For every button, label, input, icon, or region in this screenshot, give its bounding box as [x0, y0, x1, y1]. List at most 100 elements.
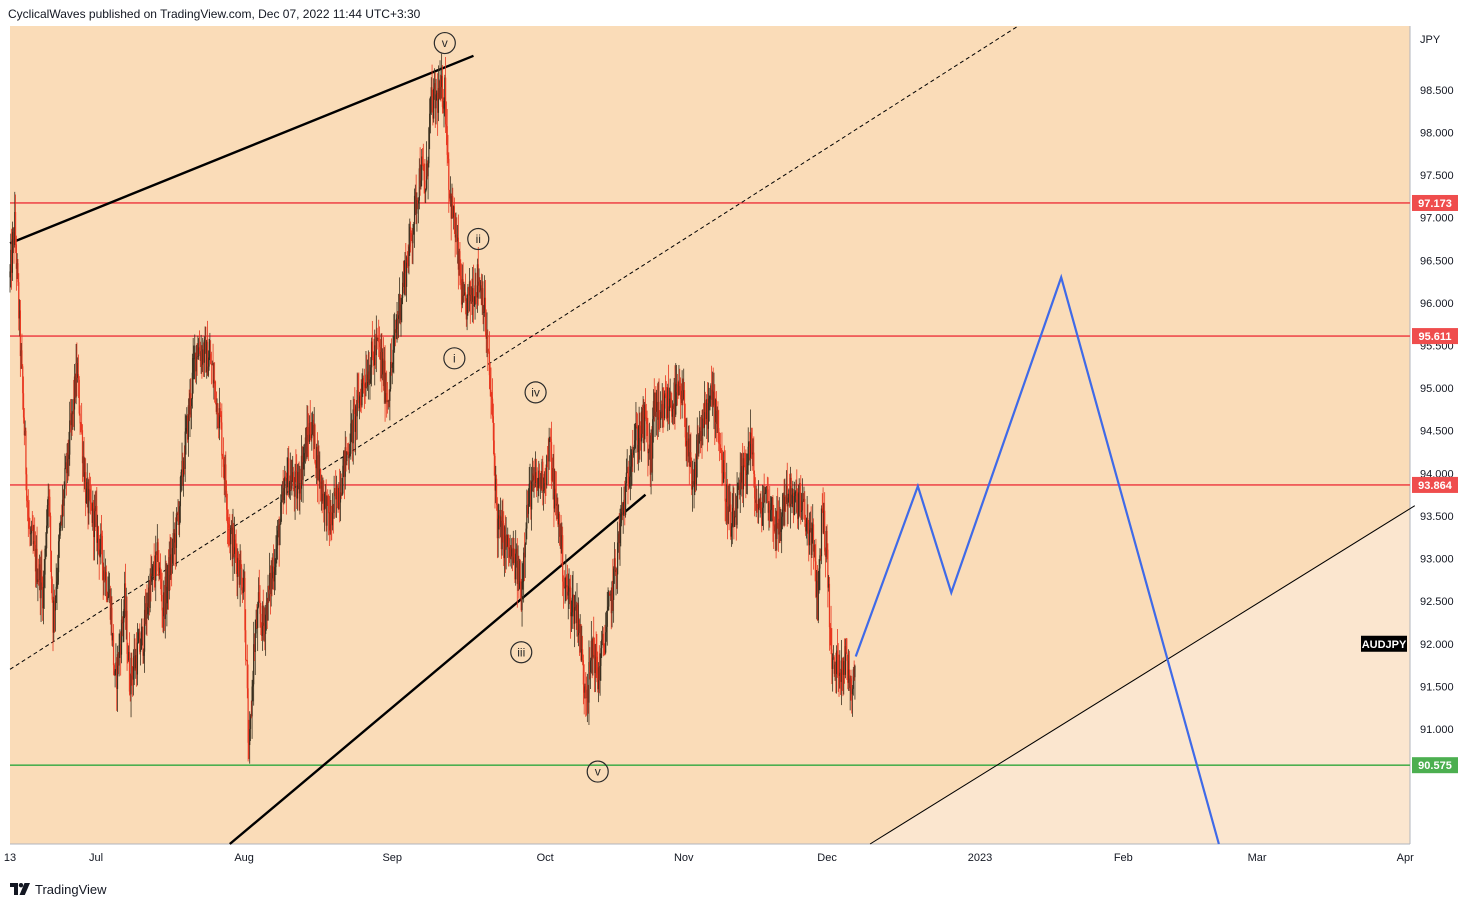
candle: [292, 455, 294, 482]
candle-body: [570, 612, 573, 617]
candle: [770, 496, 772, 522]
candle: [517, 545, 519, 591]
candle-body: [765, 488, 767, 493]
x-tick-label: Sep: [382, 852, 402, 864]
candle: [673, 377, 675, 425]
candle-body: [742, 466, 744, 490]
candle: [854, 664, 856, 700]
candle: [596, 634, 598, 683]
candle: [340, 473, 342, 500]
candle: [456, 224, 459, 264]
candle: [405, 255, 408, 302]
price-chart[interactable]: v ii i iv iii v JPY 91.000 91.500 92.000 92.500 93…: [0, 25, 1478, 872]
candle-body: [497, 518, 499, 539]
candle: [719, 432, 721, 454]
candle: [704, 391, 706, 425]
candle: [94, 491, 96, 531]
candle-body: [83, 456, 85, 482]
candle-body: [718, 443, 721, 445]
candle: [336, 484, 338, 509]
candle: [373, 338, 375, 366]
candle: [301, 446, 303, 485]
candle: [308, 413, 310, 462]
candle: [808, 512, 811, 555]
candle: [269, 552, 271, 602]
candle: [222, 437, 225, 479]
candle: [761, 501, 763, 533]
candle-body: [795, 491, 797, 493]
wave-label-text: v: [595, 765, 601, 779]
candle-body: [816, 580, 819, 621]
candle-body: [441, 75, 444, 107]
candle-body: [788, 489, 790, 498]
candle-body: [402, 282, 405, 287]
candle-body: [740, 472, 742, 483]
candle: [836, 629, 839, 678]
candle-body: [523, 552, 526, 558]
candle: [355, 404, 357, 456]
candle: [773, 504, 775, 550]
candle-body: [86, 482, 88, 489]
candle-body: [837, 660, 839, 676]
candle: [294, 463, 296, 520]
candle-body: [734, 516, 736, 527]
candle: [46, 509, 48, 557]
candle: [414, 184, 416, 216]
candle-body: [344, 447, 346, 477]
candle-body: [678, 380, 680, 395]
candle-body: [188, 405, 190, 415]
candle-body: [498, 515, 500, 519]
candle: [499, 509, 501, 539]
candle-body: [700, 430, 702, 442]
candle: [756, 488, 758, 513]
candle-body: [449, 193, 451, 199]
candle-body: [257, 606, 259, 628]
candle: [613, 566, 615, 623]
candle-body: [650, 435, 652, 475]
candle: [193, 345, 195, 380]
candle: [752, 438, 754, 467]
candle-body: [399, 294, 401, 321]
candle: [582, 654, 584, 705]
candle: [652, 407, 654, 482]
candle-body: [707, 402, 710, 429]
candle: [218, 387, 221, 441]
candle: [741, 453, 743, 497]
candle-body: [785, 497, 787, 503]
candle: [409, 218, 411, 256]
candle-body: [323, 493, 325, 510]
candle-body: [412, 234, 414, 244]
candle: [249, 713, 252, 742]
candle-body: [184, 431, 186, 469]
candle: [227, 509, 229, 548]
candle: [409, 221, 412, 253]
candle: [647, 417, 649, 477]
candle-body: [582, 660, 584, 685]
candle: [313, 407, 315, 450]
candle: [448, 152, 450, 213]
candle: [57, 554, 59, 589]
candle-body: [319, 469, 321, 482]
candle-body: [843, 661, 846, 675]
candle-body: [543, 473, 545, 491]
candle: [508, 538, 510, 563]
candle: [275, 535, 277, 575]
candle-body: [578, 620, 580, 634]
candle: [759, 493, 761, 518]
candle: [722, 450, 724, 486]
candle: [511, 538, 513, 569]
candle-body: [676, 384, 678, 393]
candle-body: [851, 687, 853, 695]
candle: [472, 267, 474, 323]
candle-body: [789, 489, 791, 507]
candle: [591, 638, 593, 679]
wave-label-circle: [433, 31, 456, 55]
candle-body: [682, 390, 684, 400]
candle: [660, 391, 662, 429]
candle: [319, 451, 321, 489]
candle: [621, 501, 624, 521]
candle: [178, 501, 180, 536]
candle: [479, 277, 481, 293]
candle: [305, 426, 307, 462]
candle-body: [826, 530, 828, 550]
